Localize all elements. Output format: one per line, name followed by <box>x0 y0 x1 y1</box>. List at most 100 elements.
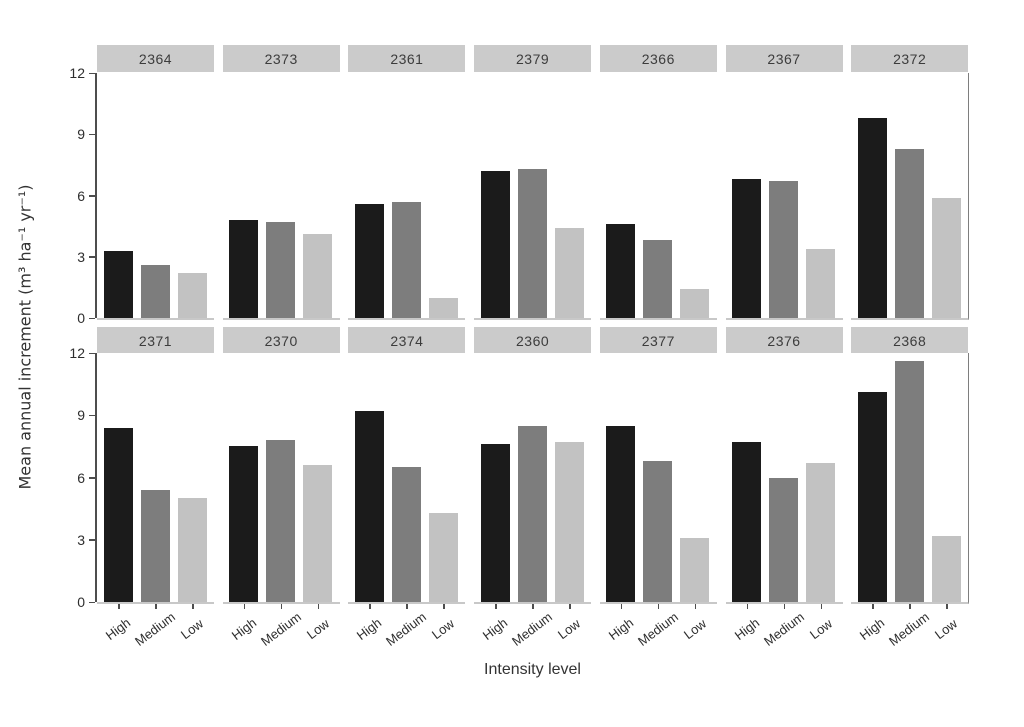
facet-strip: 2366 <box>599 45 717 72</box>
y-tick-label: 6 <box>77 187 85 204</box>
bar-high <box>229 446 259 602</box>
facet-strip: 2364 <box>97 45 214 72</box>
facet-panel <box>97 353 214 604</box>
x-tick <box>783 604 785 609</box>
facet-strip: 2374 <box>348 327 466 354</box>
y-tick <box>89 601 95 603</box>
facet-panel <box>348 73 466 320</box>
y-tick <box>89 256 95 258</box>
bar-high <box>229 220 259 318</box>
x-category-label: High <box>479 614 511 644</box>
x-tick <box>820 604 822 609</box>
facet-strip: 2377 <box>599 327 717 354</box>
y-tick <box>89 317 95 319</box>
x-category-label: Low <box>680 615 709 643</box>
facet-strip: 2368 <box>851 327 969 354</box>
bar-high <box>354 203 384 318</box>
x-tick <box>694 604 697 609</box>
x-category-label: Low <box>177 615 207 643</box>
bar-low <box>680 537 710 602</box>
y-tick-label: 9 <box>77 407 85 424</box>
x-tick <box>620 604 623 609</box>
bar-low <box>428 297 458 318</box>
bar-low <box>554 228 584 318</box>
x-tick <box>946 604 948 609</box>
x-category-label: High <box>605 614 636 644</box>
y-tick-label: 3 <box>77 248 85 265</box>
y-tick-label: 6 <box>77 469 85 486</box>
bar-low <box>931 535 961 602</box>
bar-low <box>931 197 961 318</box>
x-category-label: Medium <box>509 609 556 649</box>
x-category-label: High <box>228 614 259 644</box>
bar-medium <box>643 460 673 602</box>
bar-medium <box>517 425 547 602</box>
bar-medium <box>769 477 798 602</box>
facet-strip: 2367 <box>725 45 843 72</box>
x-category-label: Medium <box>257 609 304 649</box>
y-tick <box>89 133 95 136</box>
x-tick <box>243 604 246 609</box>
y-tick <box>89 72 95 74</box>
y-axis-line <box>95 73 97 318</box>
bar-high <box>480 171 510 318</box>
x-category-label: Medium <box>383 609 430 649</box>
y-axis-line <box>95 353 97 602</box>
x-category-label: Medium <box>634 609 681 649</box>
bar-medium <box>391 467 421 602</box>
facet-panel <box>97 73 214 320</box>
x-tick <box>118 604 120 609</box>
facet-panel <box>725 73 843 320</box>
x-tick <box>495 604 497 609</box>
facet-panel <box>348 353 466 604</box>
bar-medium <box>769 181 798 318</box>
facet-panel <box>222 353 340 604</box>
facet-panel <box>599 353 717 604</box>
x-tick <box>369 604 371 609</box>
x-tick <box>909 604 911 609</box>
bar-low <box>806 248 835 318</box>
facet-strip: 2379 <box>474 45 592 72</box>
x-category-label: Medium <box>886 609 933 649</box>
bar-high <box>606 425 636 602</box>
y-tick-label: 0 <box>77 310 85 326</box>
y-tick-label: 3 <box>77 531 85 548</box>
x-tick <box>155 604 157 609</box>
x-tick <box>192 604 194 609</box>
facet-strip: 2370 <box>222 327 340 354</box>
y-tick-label: 12 <box>69 345 85 361</box>
facet-strip: 2373 <box>222 45 340 72</box>
y-tick <box>89 539 95 541</box>
x-category-label: High <box>354 614 385 644</box>
x-tick <box>569 604 571 609</box>
x-category-label: High <box>731 614 762 644</box>
bar-high <box>857 392 887 602</box>
bar-medium <box>894 148 924 318</box>
bar-high <box>606 224 636 318</box>
x-category-label: Low <box>429 615 458 643</box>
facet-panel <box>851 73 970 320</box>
bar-low <box>806 462 835 602</box>
x-tick <box>872 604 874 609</box>
x-category-label: Low <box>932 615 961 643</box>
bar-medium <box>391 201 421 318</box>
bar-medium <box>517 168 547 318</box>
bar-high <box>480 444 510 602</box>
y-tick <box>89 414 95 417</box>
y-tick <box>89 477 95 479</box>
bar-low <box>303 234 333 318</box>
x-category-label: High <box>856 614 888 644</box>
facet-panel <box>851 353 970 604</box>
facet-strip: 2360 <box>474 327 592 354</box>
x-category-label: Low <box>806 615 835 643</box>
facet-panel <box>474 353 592 604</box>
bar-high <box>857 117 887 318</box>
bar-low <box>680 289 710 318</box>
bar-low <box>554 442 584 602</box>
facet-strip: 2376 <box>725 327 843 354</box>
bar-medium <box>266 440 296 602</box>
y-axis-label: Mean annual increment (m³ ha⁻¹ yr⁻¹) <box>15 184 35 490</box>
y-tick-label: 12 <box>69 65 85 81</box>
x-tick <box>532 604 534 609</box>
bar-high <box>354 411 384 602</box>
